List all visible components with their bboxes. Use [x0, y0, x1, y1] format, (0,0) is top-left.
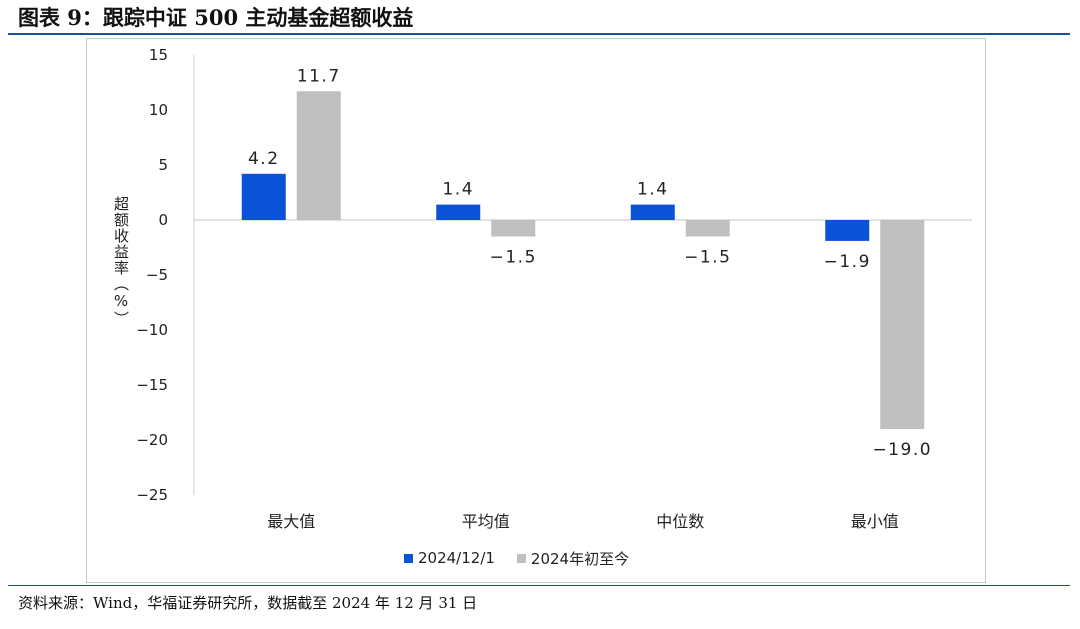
- y-tick-label: 5: [158, 156, 168, 174]
- data-label-series-2: −19.0: [872, 440, 932, 460]
- y-axis-label: 超额收益率（%）: [112, 196, 130, 327]
- source-note: 资料来源：Wind，华福证券研究所，数据截至 2024 年 12 月 31 日: [18, 594, 478, 612]
- bar-series-1: [825, 220, 870, 241]
- bar-series-2: [491, 220, 536, 237]
- data-label-series-2: 11.7: [297, 66, 341, 86]
- legend-swatch-series-1: [404, 553, 413, 563]
- data-label-series-1: −1.9: [824, 252, 871, 272]
- x-tick-label: 最大值: [267, 512, 315, 531]
- y-tick-label: −10: [136, 321, 168, 339]
- bar-series-2: [296, 91, 341, 220]
- x-tick-label: 最小值: [851, 512, 899, 531]
- x-tick-label: 平均值: [462, 512, 510, 531]
- bar-series-1: [241, 173, 286, 220]
- legend-item-series-2: 2024年初至今: [516, 548, 630, 569]
- source-rule: [8, 585, 1070, 586]
- x-tick-label: 中位数: [656, 512, 704, 531]
- legend-swatch-series-2: [516, 553, 526, 563]
- chart-legend: 2024/12/1 2024年初至今: [404, 548, 651, 568]
- data-label-series-2: −1.5: [490, 248, 537, 268]
- bar-series-2: [685, 220, 730, 237]
- y-tick-label: −5: [146, 266, 168, 284]
- data-label-series-2: −1.5: [684, 248, 731, 268]
- y-tick-label: 10: [149, 101, 168, 119]
- bar-series-1: [436, 204, 481, 220]
- legend-item-series-1: 2024/12/1: [404, 549, 495, 567]
- legend-label-series-2: 2024年初至今: [530, 549, 630, 568]
- data-label-series-1: 1.4: [637, 180, 669, 200]
- bar-series-2: [880, 220, 925, 429]
- data-label-series-1: 1.4: [442, 180, 474, 200]
- y-tick-label: −20: [136, 431, 168, 449]
- y-tick-label: 15: [149, 46, 168, 64]
- y-tick-label: 0: [158, 211, 168, 229]
- y-tick-label: −25: [136, 486, 168, 504]
- title-rule: [8, 33, 1070, 35]
- y-tick-label: −15: [136, 376, 168, 394]
- bar-series-1: [630, 204, 675, 220]
- figure-title: 图表 9：跟踪中证 500 主动基金超额收益: [18, 5, 414, 30]
- legend-label-series-1: 2024/12/1: [418, 549, 495, 567]
- chart-frame: [86, 38, 986, 583]
- data-label-series-1: 4.2: [248, 149, 280, 169]
